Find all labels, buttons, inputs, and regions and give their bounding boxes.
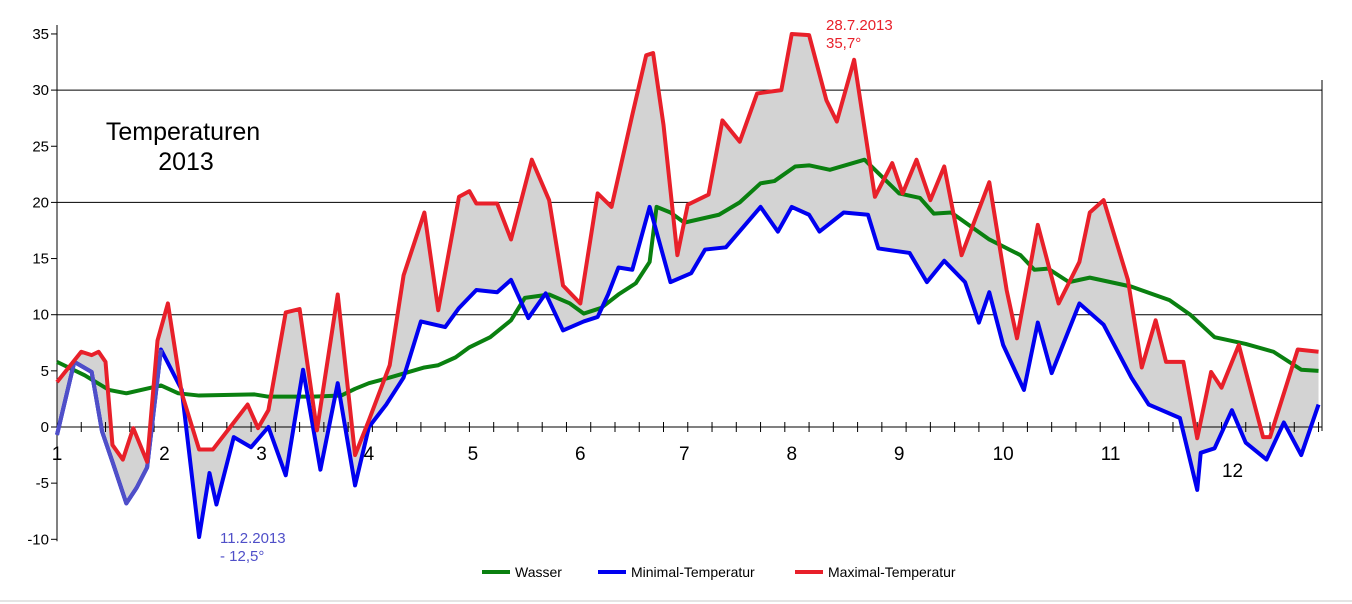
y-tick-label: 15 (32, 251, 49, 268)
month-label: 3 (256, 444, 267, 465)
series-lines (55, 31, 1321, 540)
y-tick-label: 35 (32, 26, 49, 43)
chart-title-line-1: Temperaturen (106, 118, 260, 146)
month-label: 1 (52, 444, 63, 465)
series-line-minimal-temperatur (55, 204, 1321, 540)
month-label: 8 (786, 444, 797, 465)
month-label: 6 (575, 444, 586, 465)
y-tick-label: 5 (41, 363, 49, 380)
y-tick-label: -10 (27, 531, 49, 548)
legend-label: Wasser (515, 564, 562, 580)
chart-title-line-2: 2013 (158, 148, 214, 176)
month-label: 5 (468, 444, 479, 465)
month-label: 10 (993, 444, 1014, 465)
month-label: 11 (1101, 444, 1121, 465)
annotation-text: 11.2.2013 (220, 530, 286, 547)
month-label: 12 (1222, 461, 1243, 482)
y-tick-label: 0 (41, 419, 49, 436)
y-tick-label: 10 (32, 307, 49, 324)
legend-label: Maximal-Temperatur (828, 564, 956, 580)
series-line-maximal-temperatur (55, 31, 1319, 464)
legend-label: Minimal-Temperatur (631, 564, 755, 580)
month-label: 2 (159, 444, 170, 465)
month-label: 4 (364, 444, 375, 465)
annotation-text: - 12,5° (220, 548, 264, 565)
annotation-text: 35,7° (826, 35, 861, 52)
y-tick-label: 20 (32, 194, 49, 211)
y-tick-label: 30 (32, 82, 49, 99)
legend: Wasser Minimal-Temperatur Maximal-Temperat… (482, 564, 956, 580)
y-tick-label: -5 (36, 475, 49, 492)
month-label: 9 (894, 444, 905, 465)
series-line-wasser (56, 157, 1319, 399)
series-line-early-segment (55, 349, 163, 506)
month-label: 7 (679, 444, 690, 465)
y-tick-label: 25 (32, 138, 49, 155)
annotation-text: 28.7.2013 (826, 17, 893, 34)
